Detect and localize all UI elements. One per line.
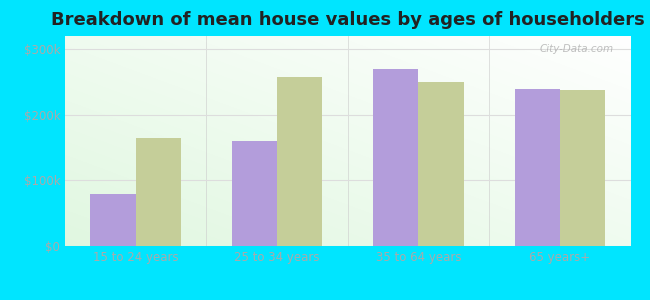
Bar [277,77,322,246]
Bar [232,141,277,246]
Bar [515,88,560,246]
Bar [560,91,605,246]
Title: Breakdown of mean house values by ages of householders: Breakdown of mean house values by ages o… [51,11,645,29]
Bar [136,138,181,246]
Text: City-Data.com: City-Data.com [540,44,614,54]
Bar [90,194,136,246]
Bar [419,82,463,246]
Bar [373,69,419,246]
